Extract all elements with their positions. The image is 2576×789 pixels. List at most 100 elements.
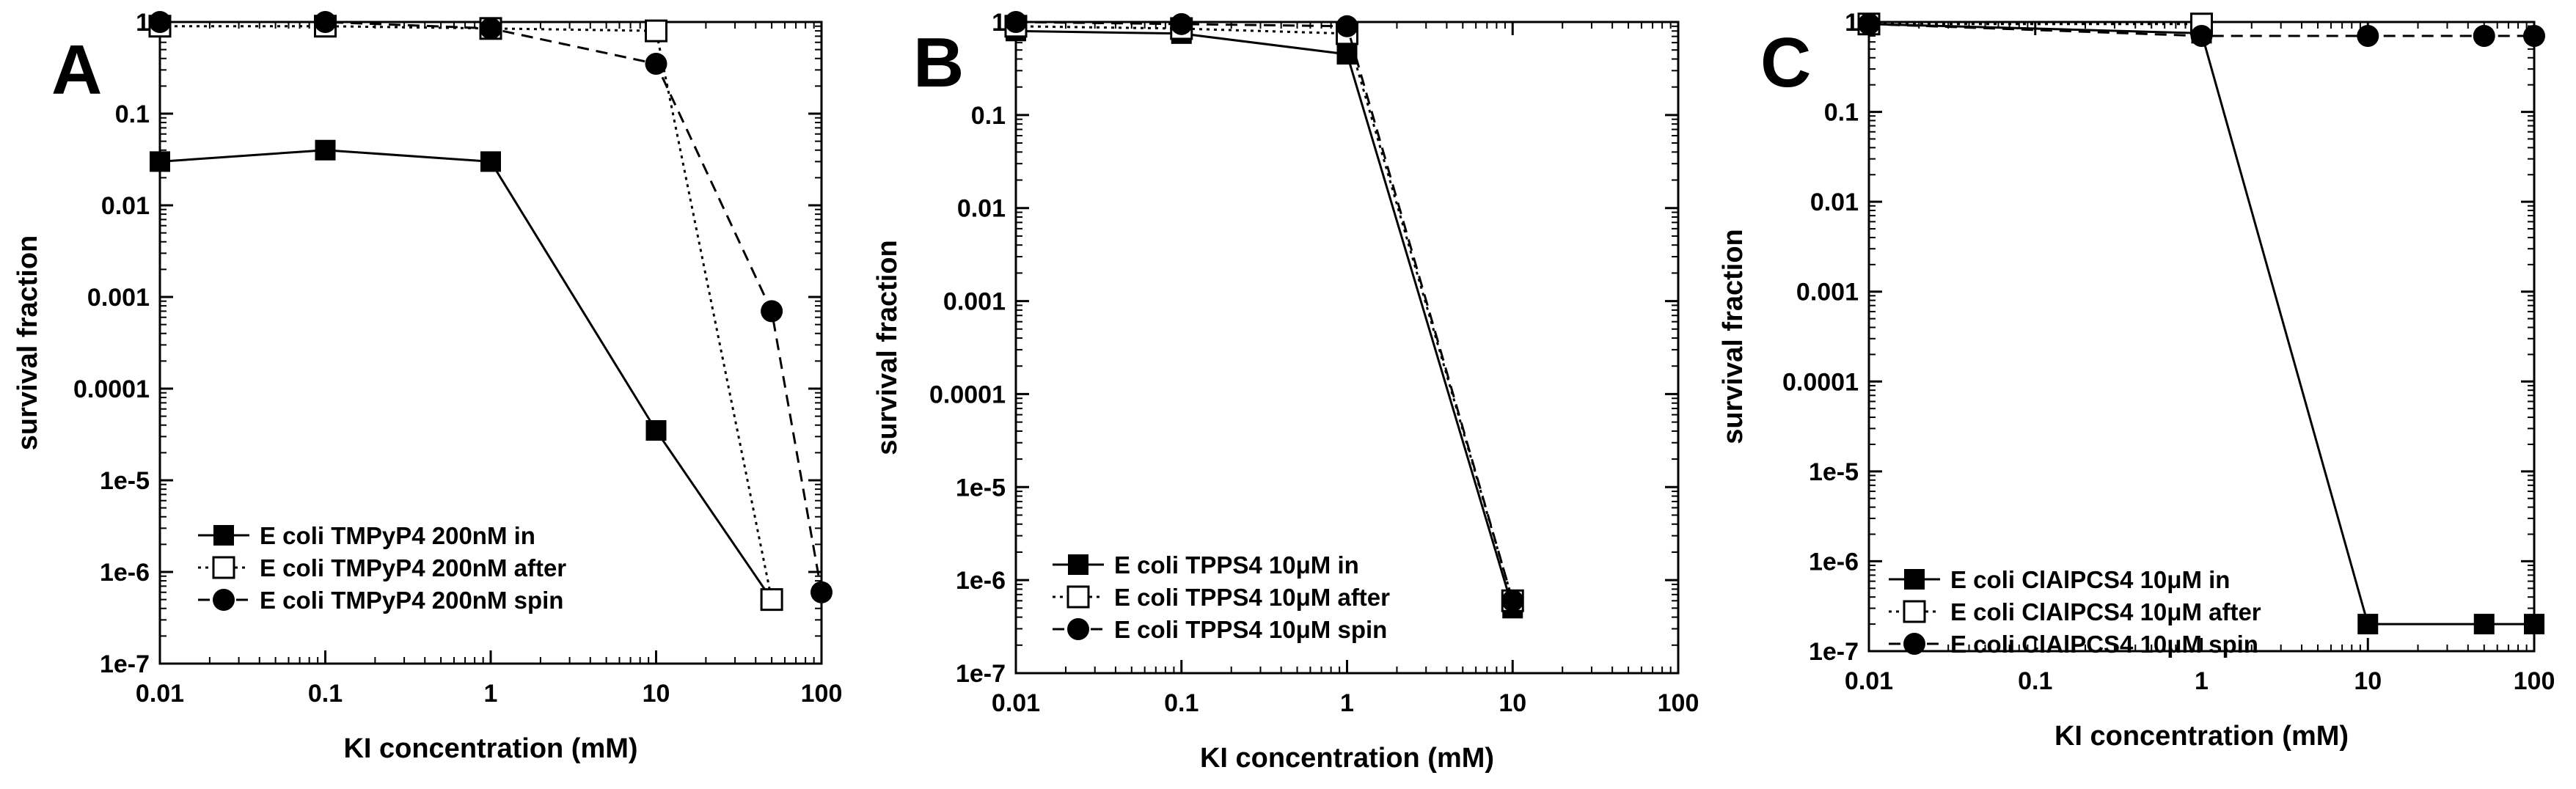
data-point [2357,614,2379,635]
y-tick-label: 0.0001 [1782,368,1859,396]
y-tick-label: 0.1 [1824,99,1859,127]
x-tick-label: 10 [643,680,670,708]
y-tick-label: 1e-6 [100,559,150,587]
series-filled-circle [1005,11,1524,612]
data-point [1005,11,1027,33]
y-tick-label: 0.001 [1796,279,1859,307]
legend-entry-label: E coli TMPyP4 200nM after [260,554,566,581]
x-tick-label: 100 [801,680,843,708]
x-tick-label: 1 [1340,689,1354,717]
y-tick-label: 1e-7 [1809,638,1859,666]
y-tick-label: 1e-7 [956,660,1006,688]
legend-marker [212,556,235,579]
data-point [2473,614,2495,635]
x-tick-label: 100 [1658,689,1699,717]
legend-entry-label: E coli ClAlPCS4 10μM in [1950,566,2230,593]
data-point [811,581,833,603]
y-tick-label: 0.01 [1810,188,1859,216]
y-tick-label: 1e-6 [1809,548,1859,576]
y-tick-label: 1e-5 [1809,458,1859,486]
legend-entry-label: E coli TPPS4 10μM spin [1114,616,1387,643]
legend-marker [213,589,235,611]
y-tick-label: 0.0001 [73,375,150,403]
data-point [1170,12,1193,35]
legend: E coli TPPS4 10μM in E coli TPPS4 10μM af… [1053,551,1390,643]
legend: E coli ClAlPCS4 10μM in E coli ClAlPCS4 1… [1889,566,2261,658]
x-tick-label: 0.1 [308,680,343,708]
x-axis-label: KI concentration (mM) [343,733,637,764]
x-tick-label: 0.01 [136,680,184,708]
data-point [150,151,170,172]
data-point [2524,614,2544,635]
series-filled-square [1006,21,1523,619]
legend-marker [1068,554,1088,575]
legend-entry-label: E coli TMPyP4 200nM spin [260,587,563,614]
x-tick-label: 10 [2354,667,2382,695]
data-point [2357,24,2379,47]
x-tick-label: 100 [2514,667,2555,695]
x-tick-label: 1 [484,680,498,708]
y-tick-label: 1e-5 [100,467,150,495]
y-tick-label: 1e-6 [956,567,1006,595]
data-point [149,11,171,33]
legend-entry-label: E coli TPPS4 10μM in [1114,551,1359,579]
data-point [1858,12,1880,35]
x-tick-label: 0.01 [992,689,1040,717]
panel-letter-c: C [1760,23,1811,102]
y-tick-label: 0.001 [87,284,150,312]
y-tick-label: 0.1 [115,100,150,128]
series-filled-circle [1858,12,2545,47]
legend-marker [1066,585,1090,609]
y-tick-label: 0.01 [957,195,1006,223]
y-tick-label: 0.01 [101,192,150,220]
data-point [480,151,501,172]
data-point [480,17,502,40]
series-open-square [148,15,783,612]
data-point [645,419,667,441]
series-line [1868,23,2534,625]
data-point [1336,15,1358,37]
y-tick-label: 1 [136,9,150,37]
legend-entry-label: E coli TMPyP4 200nM in [260,522,535,549]
data-point [315,139,336,161]
y-tick-label: 1 [1845,9,1859,37]
minor-ticks [1869,22,2534,651]
legend-marker [1904,569,1925,590]
series-line [160,25,773,600]
legend-marker [1067,618,1089,640]
plot-frame [1867,21,2536,653]
y-axis-label: survival fraction [1718,229,1749,444]
data-point [314,11,337,33]
legend-entry-label: E coli TPPS4 10μM after [1114,584,1390,611]
chart-panel-a: A 1e-7 1e-6 1e-5 0.0001 0.001 0.01 0.1 1 0.01 0.1 1… [12,9,842,764]
data-point [761,300,783,323]
series-line [1015,29,1514,609]
y-tick-label: 1 [992,9,1006,37]
data-point [2523,24,2545,47]
series-open-square [1004,15,1524,612]
legend: E coli TMPyP4 200nM in E coli TMPyP4 200n… [198,522,566,614]
data-point [760,588,783,612]
x-tick-label: 0.1 [1164,689,1199,717]
series-filled-square [1859,13,2544,635]
series-line [160,21,823,592]
panel-letter-b: B [913,23,964,102]
x-tick-label: 0.1 [2018,667,2052,695]
y-tick-label: 0.1 [971,102,1006,130]
data-point [1501,590,1524,612]
x-axis-label: KI concentration (mM) [1200,743,1494,774]
series-filled-circle [149,11,833,603]
legend-entry-label: E coli ClAlPCS4 10μM spin [1950,631,2258,658]
data-point [2190,24,2213,47]
x-axis-label: KI concentration (mM) [2054,721,2349,752]
x-tick-label: 0.01 [1845,667,1893,695]
x-tick-label: 1 [2195,667,2209,695]
series-line [1015,25,1514,601]
y-axis-label: survival fraction [872,240,903,455]
series-line [1015,21,1514,601]
panel-letter-a: A [51,31,102,109]
y-tick-label: 0.001 [943,288,1006,316]
legend-marker [1903,600,1926,623]
x-tick-label: 10 [1499,689,1526,717]
